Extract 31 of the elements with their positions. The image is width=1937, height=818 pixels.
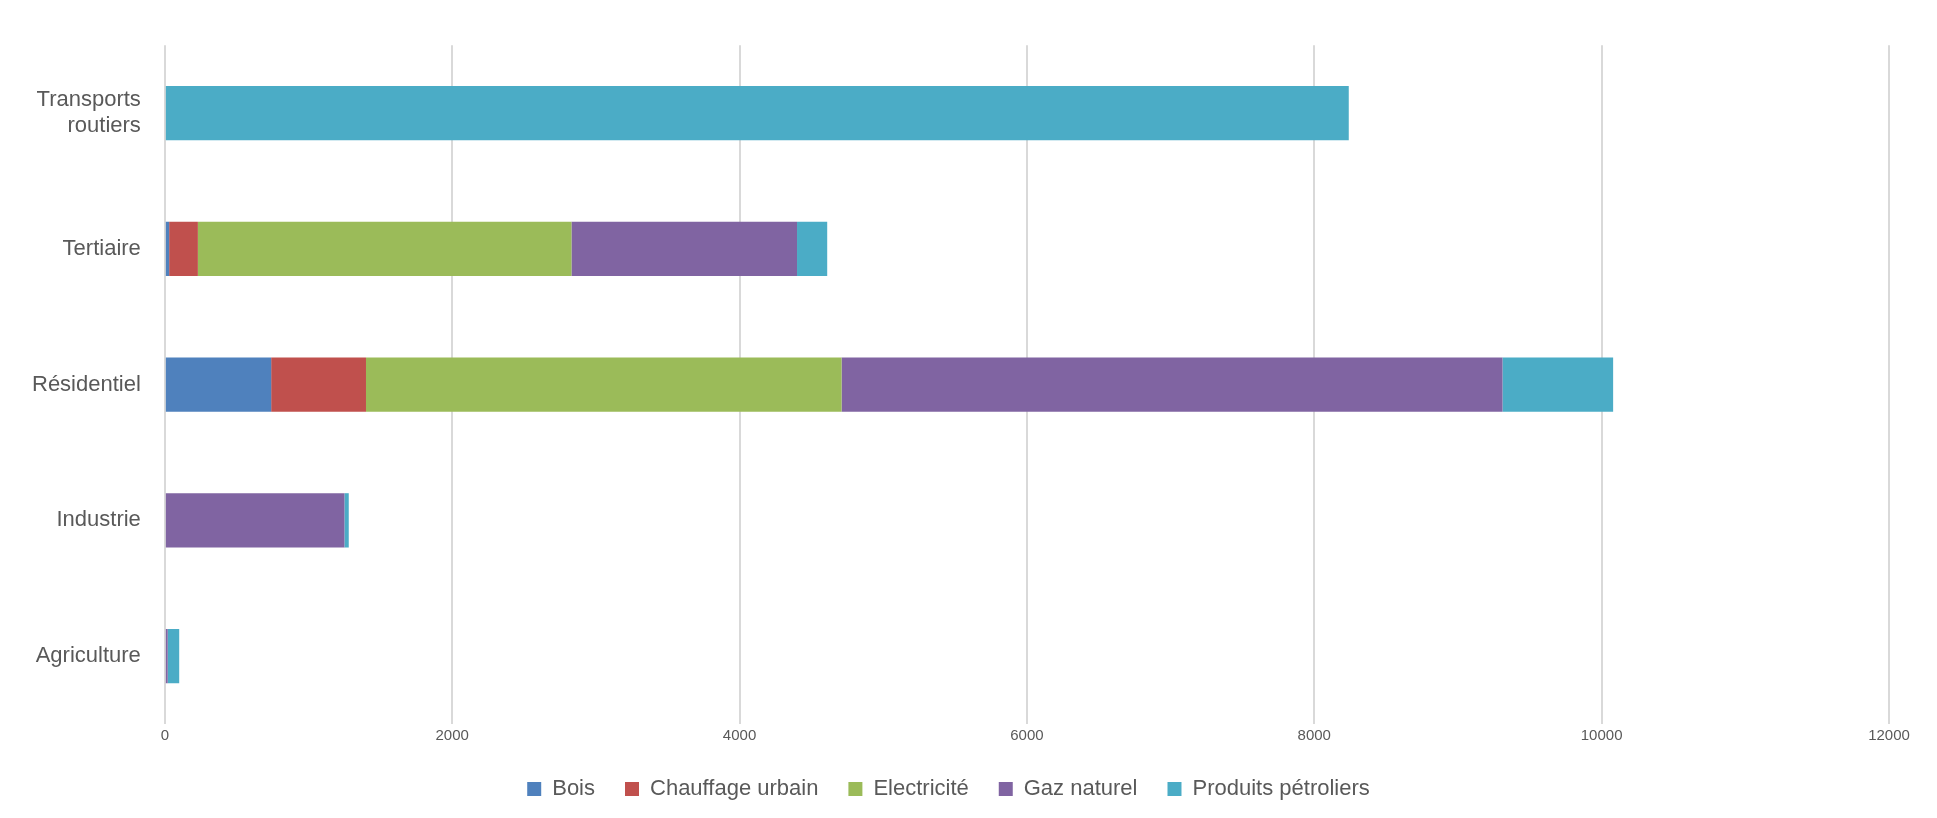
x-tick-label: 10000 <box>1580 726 1623 744</box>
bar <box>1502 357 1614 412</box>
bar <box>271 357 366 412</box>
bar <box>165 493 345 548</box>
y-tick-label: Tertiaire <box>62 234 141 260</box>
bar <box>344 493 349 548</box>
bar <box>165 221 170 276</box>
bar <box>365 357 842 412</box>
legend-label: Produits pétroliers <box>1192 775 1370 801</box>
x-tick-label: 4000 <box>722 726 757 744</box>
bar <box>571 221 798 276</box>
x-tick-label: 2000 <box>435 726 469 744</box>
bar <box>797 221 828 276</box>
bar <box>841 357 1503 412</box>
x-tick-label: 0 <box>160 726 170 744</box>
x-tick-label: 8000 <box>1297 726 1331 744</box>
bar <box>169 221 198 276</box>
y-tick-label: Résidentiel <box>32 370 141 396</box>
y-tick-label: Transports routiers <box>36 85 141 138</box>
legend-label: Bois <box>552 775 596 801</box>
bar <box>197 221 572 276</box>
legend-label: Electricité <box>873 775 969 801</box>
x-tick-label: 12000 <box>1868 726 1910 744</box>
legend-label: Chauffage urbain <box>650 775 819 801</box>
x-tick-label: 6000 <box>1010 726 1044 744</box>
bar <box>165 85 1349 141</box>
y-tick-label: Agriculture <box>35 642 141 668</box>
y-tick-label: Industrie <box>56 506 141 532</box>
bar <box>167 628 180 684</box>
bar <box>165 357 272 412</box>
legend-label: Gaz naturel <box>1023 775 1138 801</box>
